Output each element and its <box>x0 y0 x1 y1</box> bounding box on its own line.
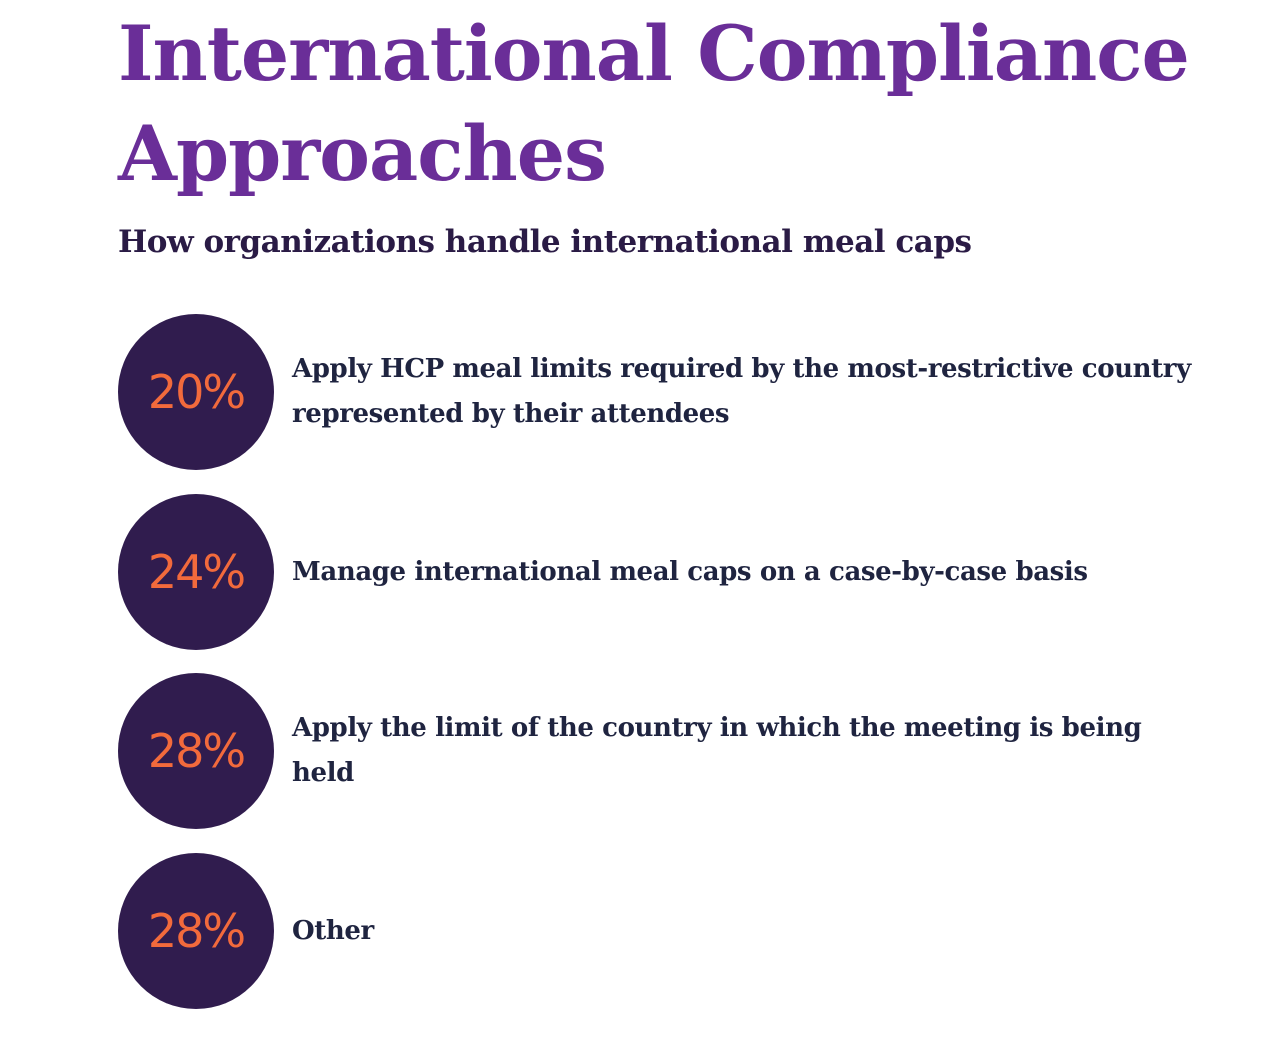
approach-label: Manage international meal caps on a case… <box>292 556 1088 587</box>
approach-item: 28% Other <box>118 853 1218 1009</box>
percent-value: 24% <box>147 545 246 599</box>
percent-circle: 28% <box>118 673 274 829</box>
percent-circle: 24% <box>118 494 274 650</box>
chart-subtitle: How organizations handle international m… <box>118 224 972 260</box>
approach-label-wrap: Apply HCP meal limits required by the mo… <box>292 314 1192 470</box>
approach-label-wrap: Manage international meal caps on a case… <box>292 494 1192 650</box>
percent-circle: 28% <box>118 853 274 1009</box>
approach-item: 20% Apply HCP meal limits required by th… <box>118 314 1218 470</box>
percent-value: 28% <box>147 904 246 958</box>
percent-value: 28% <box>147 724 246 778</box>
approach-label-wrap: Apply the limit of the country in which … <box>292 673 1192 829</box>
approach-label: Other <box>292 915 374 946</box>
approach-label-wrap: Other <box>292 853 1192 1009</box>
chart-title: International Compliance Approaches <box>118 9 1190 198</box>
percent-value: 20% <box>147 365 246 419</box>
approach-item: 24% Manage international meal caps on a … <box>118 494 1218 650</box>
percent-circle: 20% <box>118 314 274 470</box>
approach-item: 28% Apply the limit of the country in wh… <box>118 673 1218 829</box>
approach-label: Apply the limit of the country in which … <box>292 713 1142 788</box>
approach-label: Apply HCP meal limits required by the mo… <box>292 354 1191 429</box>
